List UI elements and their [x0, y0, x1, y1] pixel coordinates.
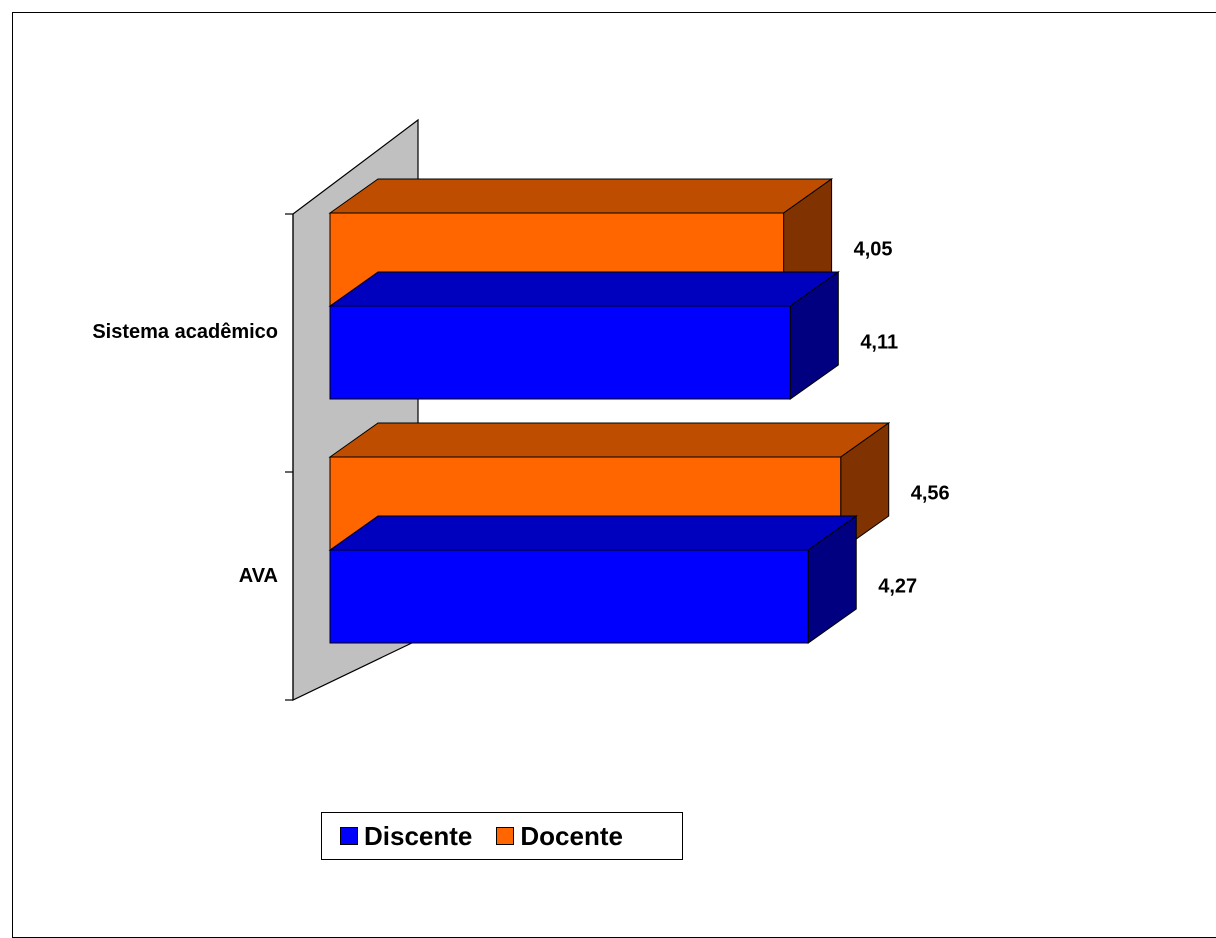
legend-item-discente: Discente	[340, 821, 472, 852]
legend-label-discente: Discente	[364, 820, 473, 851]
legend-swatch-discente	[340, 827, 358, 845]
value-label-docente: 4,56	[911, 483, 950, 505]
bar-discente	[329, 549, 809, 644]
legend-label-docente: Docente	[520, 820, 623, 851]
legend-item-docente: Docente	[496, 821, 623, 852]
value-label-discente: 4,27	[878, 576, 917, 598]
bar-top-discente	[328, 515, 858, 551]
legend-swatch-docente	[496, 827, 515, 845]
bar-discente	[329, 305, 791, 400]
bar-top-docente	[328, 422, 891, 458]
category-label: AVA	[239, 565, 278, 587]
bar-top-docente	[328, 178, 834, 214]
bar-top-discente	[328, 271, 840, 307]
value-label-discente: 4,11	[860, 332, 898, 354]
legend: Discente Docente	[321, 812, 683, 860]
category-label: Sistema acadêmico	[92, 321, 278, 343]
value-label-docente: 4,05	[854, 239, 893, 261]
